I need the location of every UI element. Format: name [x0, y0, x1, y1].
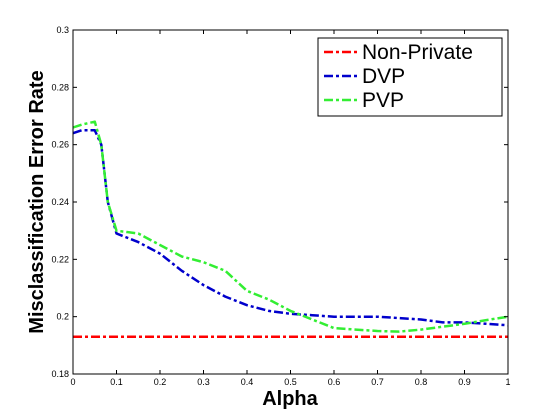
- x-axis-title: Alpha: [262, 388, 318, 410]
- y-tick-label: 0.18: [51, 369, 69, 379]
- series-line-pvp: [72, 120, 509, 333]
- x-tick-label: 0.6: [328, 377, 341, 387]
- y-axis-title: Misclassification Error Rate: [26, 70, 48, 333]
- plot-frame: [72, 29, 509, 375]
- y-tick-label: 0.24: [51, 197, 69, 207]
- legend-label-non-private: Non-Private: [362, 41, 473, 64]
- x-tick-label: 0.1: [110, 377, 123, 387]
- series-layer: [72, 120, 509, 338]
- x-tick-label: 1: [505, 377, 510, 387]
- x-tick-label: 0.2: [154, 377, 167, 387]
- y-tick-label: 0.28: [51, 82, 69, 92]
- x-tick-label: 0.3: [197, 377, 210, 387]
- x-tick-label: 0.9: [458, 377, 471, 387]
- y-tick-label: 0.26: [51, 140, 69, 150]
- ticks-layer: 0 0.1 0.2 0.3 0.4 0.5 0.6 0.7 0.8 0.9 1 0.18 0.2 0.22…: [51, 25, 510, 387]
- y-tick-label: 0.22: [51, 254, 69, 264]
- legend-label-dvp: DVP: [362, 65, 405, 88]
- legend-label-pvp: PVP: [362, 89, 404, 112]
- x-tick-label: 0.8: [415, 377, 428, 387]
- y-tick-label: 0.3: [56, 25, 69, 35]
- x-tick-label: 0.5: [284, 377, 297, 387]
- x-tick-label: 0.4: [241, 377, 254, 387]
- y-tick-label: 0.2: [56, 312, 69, 322]
- x-tick-label: 0.7: [371, 377, 384, 387]
- x-tick-label: 0: [70, 377, 75, 387]
